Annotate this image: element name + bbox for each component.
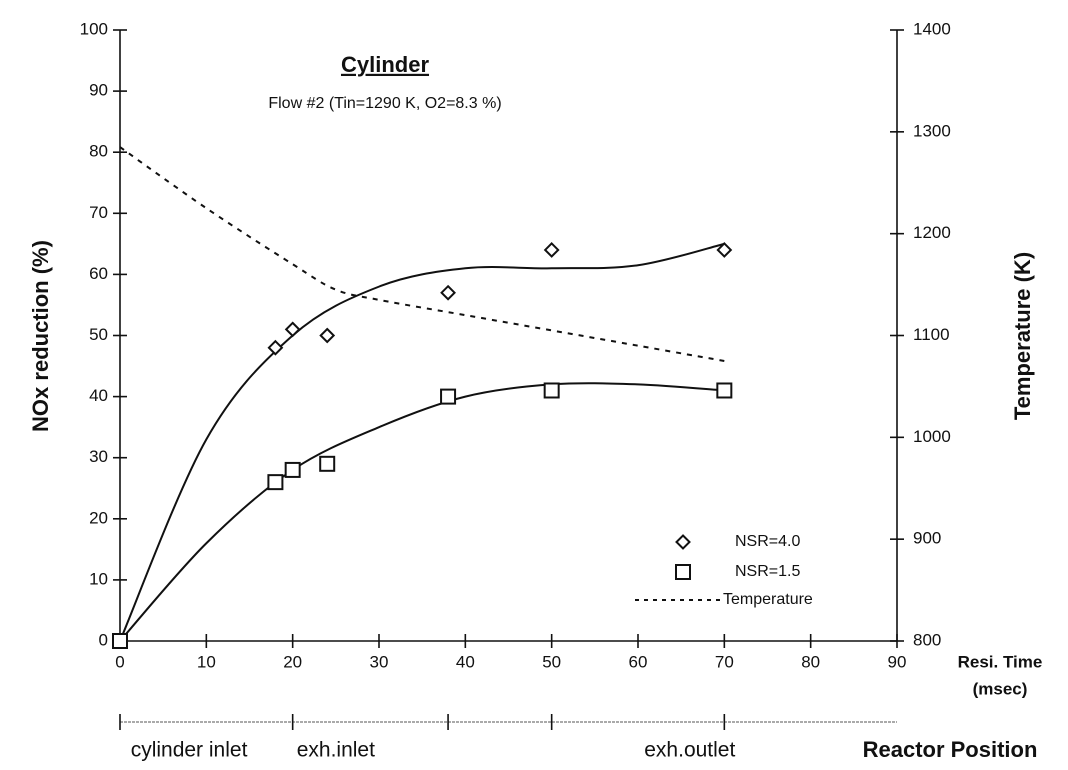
fit-curve	[119, 242, 725, 642]
y-tick-label: 60	[89, 264, 108, 283]
diamond-marker	[267, 339, 284, 356]
square-marker	[319, 455, 336, 472]
diamond-marker	[543, 242, 560, 258]
x-axis-label: Resi. Time	[958, 652, 1043, 671]
square-marker	[675, 564, 691, 580]
x-tick-label: 30	[370, 652, 389, 671]
y2-tick-label: 1100	[913, 325, 950, 344]
position-label: exh.inlet	[297, 739, 375, 762]
y2-tick-label: 800	[913, 630, 941, 649]
y-tick-label: 0	[99, 630, 108, 649]
x-tick-label: 40	[456, 652, 475, 671]
diamond-marker	[319, 327, 336, 344]
x-tick-label: 70	[715, 652, 734, 671]
square-marker	[716, 382, 733, 399]
y2-tick-label: 1300	[913, 121, 951, 140]
chart-subtitle: Flow #2 (Tin=1290 K, O2=8.3 %)	[268, 95, 501, 112]
chart-title: Cylinder	[341, 52, 429, 77]
position-label: exh.outlet	[644, 739, 735, 762]
x-tick-label: 50	[542, 652, 561, 671]
y-tick-label: 20	[89, 508, 108, 527]
position-label: cylinder inlet	[131, 739, 248, 762]
diamond-marker	[284, 321, 301, 338]
y2-tick-label: 1200	[913, 223, 951, 242]
square-marker	[267, 474, 284, 491]
legend-label: NSR=1.5	[735, 563, 800, 580]
x-tick-label: 80	[801, 652, 820, 671]
square-marker	[543, 382, 560, 399]
diamond-marker	[675, 534, 691, 550]
square-marker	[284, 461, 301, 478]
y-tick-label: 70	[89, 203, 108, 222]
fit-curve	[119, 382, 725, 642]
y2-tick-label: 1400	[913, 19, 951, 38]
x-axis-label: (msec)	[973, 679, 1028, 698]
y-tick-label: 100	[80, 19, 108, 38]
y-tick-label: 40	[89, 386, 108, 405]
y-tick-label: 90	[89, 81, 108, 100]
y2-axis-label: Temperature (K)	[1010, 252, 1035, 420]
diamond-marker	[440, 284, 456, 301]
position-axis-title: Reactor Position	[863, 737, 1038, 762]
y-tick-label: 30	[89, 447, 108, 466]
y-tick-label: 80	[89, 142, 108, 161]
x-tick-label: 90	[888, 652, 907, 671]
y2-tick-label: 1000	[913, 427, 951, 446]
diamond-marker	[716, 242, 733, 258]
x-tick-label: 20	[283, 652, 302, 671]
square-marker	[112, 633, 128, 649]
legend-label: Temperature	[723, 591, 813, 608]
y2-tick-label: 900	[913, 529, 941, 548]
x-tick-label: 60	[629, 652, 648, 671]
x-tick-label: 10	[197, 652, 216, 671]
square-marker	[440, 388, 457, 405]
y-tick-label: 50	[89, 325, 108, 344]
y-axis-label: NOx reduction (%)	[28, 240, 53, 432]
legend-label: NSR=4.0	[735, 533, 800, 550]
temperature-line	[119, 146, 725, 362]
y-tick-label: 10	[89, 569, 108, 588]
x-tick-label: 0	[115, 652, 124, 671]
